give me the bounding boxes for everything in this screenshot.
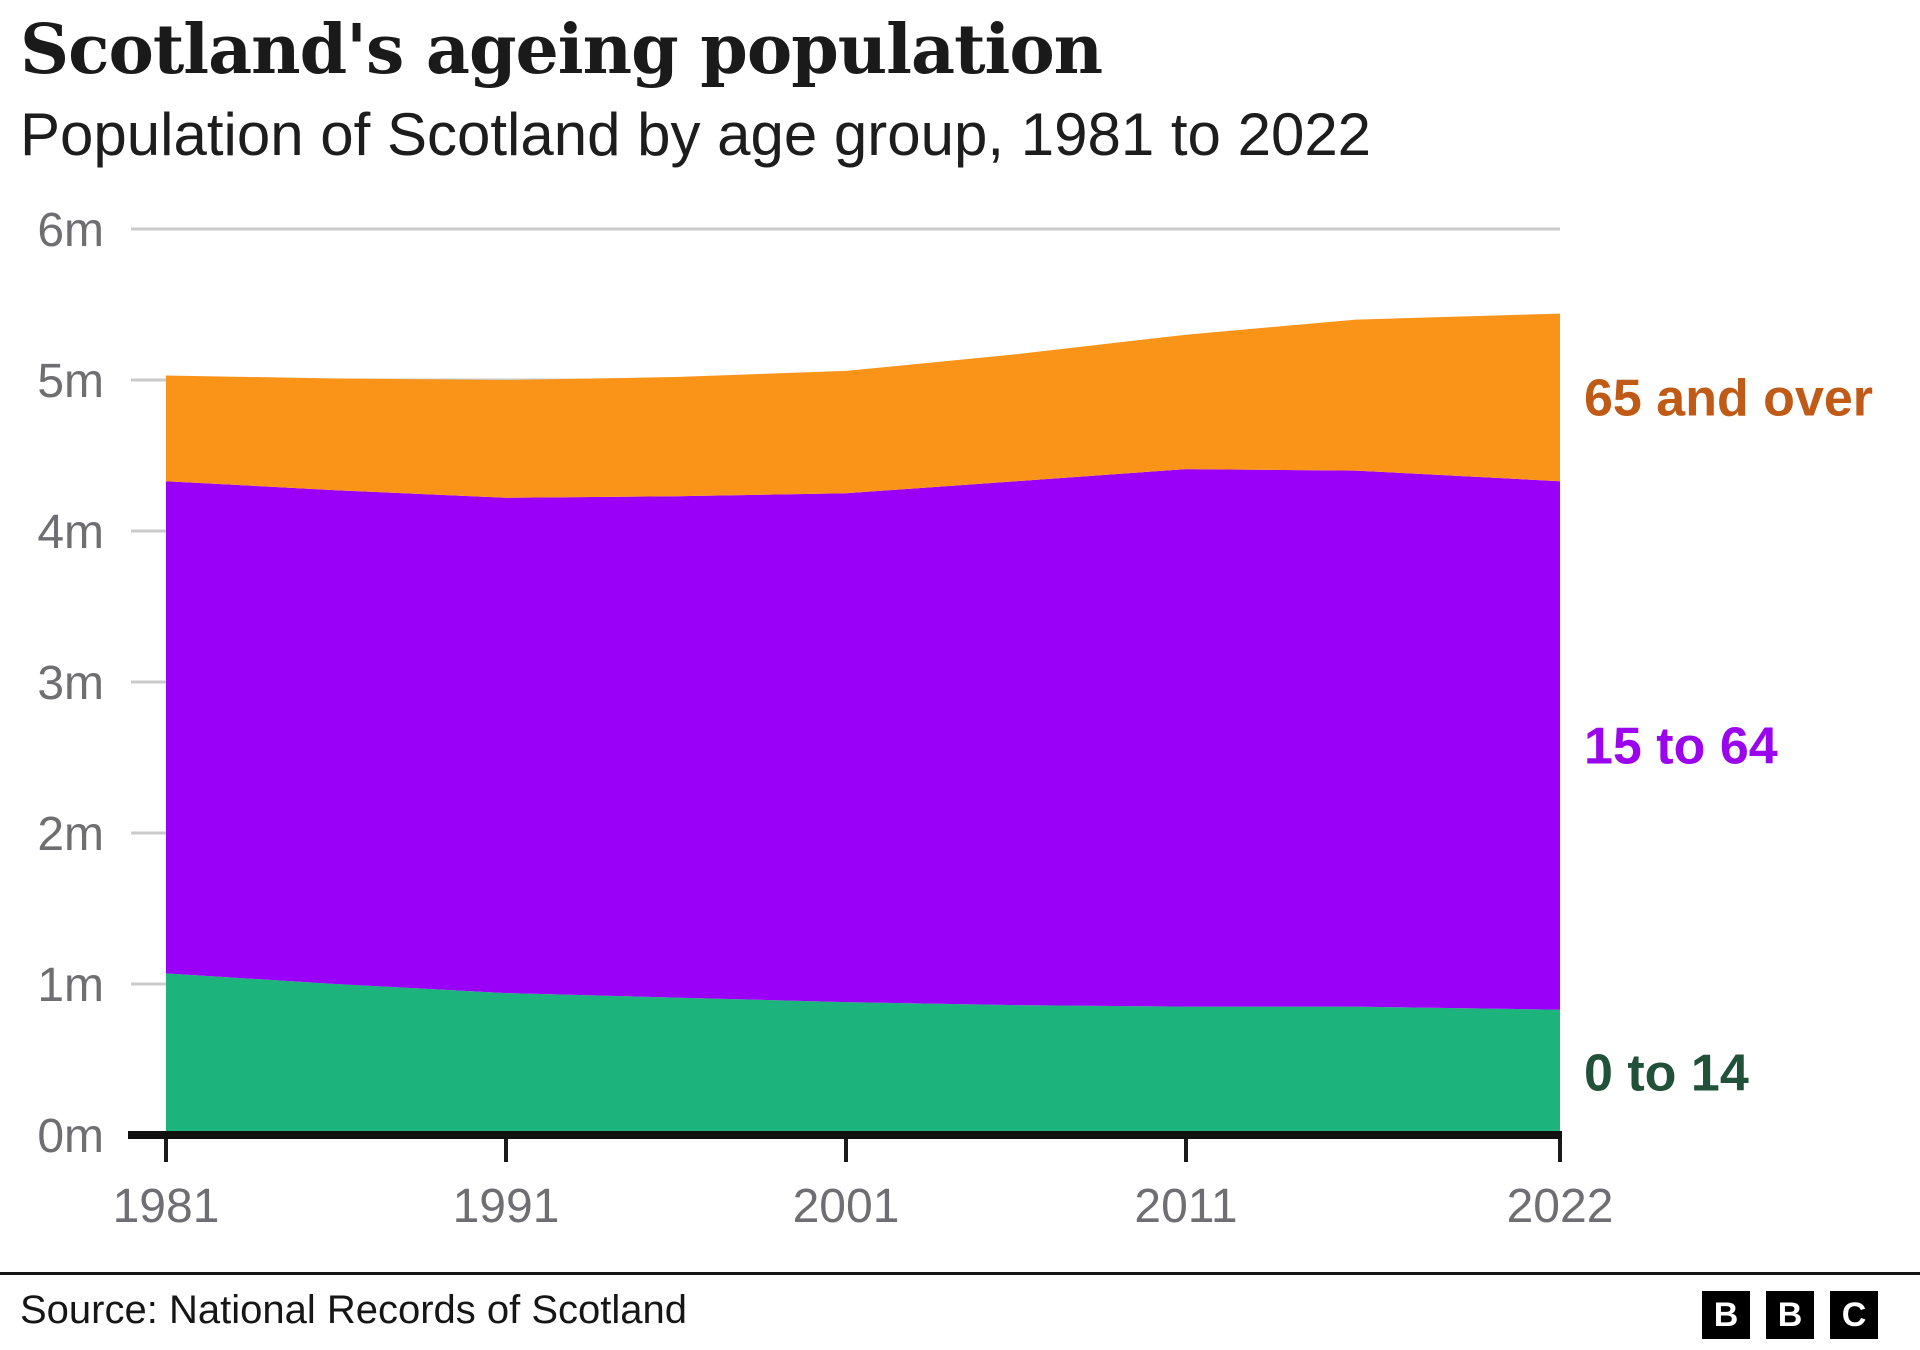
y-tick-label-3m: 3m: [37, 657, 104, 710]
bbc-logo-square: B: [1766, 1291, 1814, 1339]
x-tick-label-2011: 2011: [1134, 1180, 1237, 1233]
y-tick-label-1m: 1m: [37, 959, 104, 1012]
legend-label-15-to-64: 15 to 64: [1584, 717, 1778, 775]
area-15-to-64: [166, 469, 1560, 1010]
page-subtitle: Population of Scotland by age group, 198…: [20, 101, 1372, 168]
page-title: Scotland's ageing population: [20, 10, 1103, 90]
y-tick-label-5m: 5m: [37, 355, 104, 408]
bbc-logo: B B C: [1702, 1291, 1878, 1339]
x-tick-label-1981: 1981: [113, 1180, 220, 1233]
area-65-and-over: [166, 313, 1560, 498]
bbc-logo-square: C: [1830, 1291, 1878, 1339]
x-tick-label-1991: 1991: [453, 1180, 560, 1233]
y-tick-label-6m: 6m: [37, 204, 104, 257]
y-tick-label-0m: 0m: [37, 1110, 104, 1163]
x-tick-label-2022: 2022: [1507, 1180, 1614, 1233]
x-tick-label-2001: 2001: [793, 1180, 900, 1233]
legend-label-65-and-over: 65 and over: [1584, 369, 1873, 427]
area-0-to-14: [166, 973, 1560, 1135]
y-tick-label-4m: 4m: [37, 506, 104, 559]
y-tick-label-2m: 2m: [37, 808, 104, 861]
legend-label-0-to-14: 0 to 14: [1584, 1044, 1749, 1102]
bbc-logo-square: B: [1702, 1291, 1750, 1339]
footer-divider: [0, 1272, 1920, 1275]
source-caption: Source: National Records of Scotland: [20, 1288, 688, 1332]
